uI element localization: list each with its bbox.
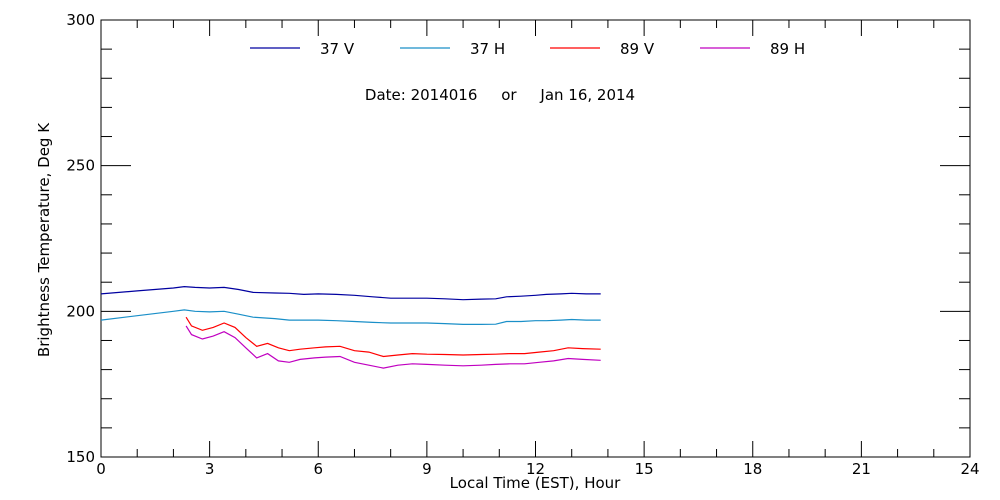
x-tick-label: 12: [526, 460, 545, 478]
y-tick-label: 250: [66, 157, 95, 175]
series-line-89-h: [185, 325, 601, 369]
legend-item: 89 H: [700, 40, 805, 58]
legend-item: 37 V: [250, 40, 355, 58]
legend-item: 89 V: [550, 40, 655, 58]
axis-ticks: [100, 19, 971, 458]
legend-label: 37 V: [320, 40, 355, 58]
series-line-89-v: [185, 316, 601, 358]
legend-label: 89 V: [620, 40, 655, 58]
x-tick-label: 9: [422, 460, 432, 478]
x-tick-label: 6: [313, 460, 323, 478]
legend-label: 89 H: [770, 40, 805, 58]
x-tick-label: 18: [743, 460, 762, 478]
y-tick-label: 150: [66, 448, 95, 466]
x-tick-label: 0: [96, 460, 106, 478]
legend-item: 37 H: [400, 40, 505, 58]
x-axis-title: Local Time (EST), Hour: [450, 474, 621, 492]
x-tick-label: 3: [205, 460, 215, 478]
series-line-37-h: [100, 309, 601, 325]
x-tick-label: 15: [635, 460, 654, 478]
series-lines: [100, 285, 601, 369]
y-axis-title: Brightness Temperature, Deg K: [35, 122, 53, 357]
axis-tick-labels: 0 3 6 9 12 15 18 21 24 150 200 250 300: [66, 11, 979, 478]
legend: 37 V 37 H 89 V 89 H: [250, 40, 805, 58]
series-line-37-v: [100, 285, 601, 301]
x-tick-label: 21: [852, 460, 871, 478]
x-tick-label: 24: [960, 460, 979, 478]
y-tick-label: 200: [66, 302, 95, 320]
legend-label: 37 H: [470, 40, 505, 58]
chart-subtitle: Date: 2014016 or Jan 16, 2014: [365, 86, 635, 104]
y-tick-label: 300: [66, 11, 95, 29]
